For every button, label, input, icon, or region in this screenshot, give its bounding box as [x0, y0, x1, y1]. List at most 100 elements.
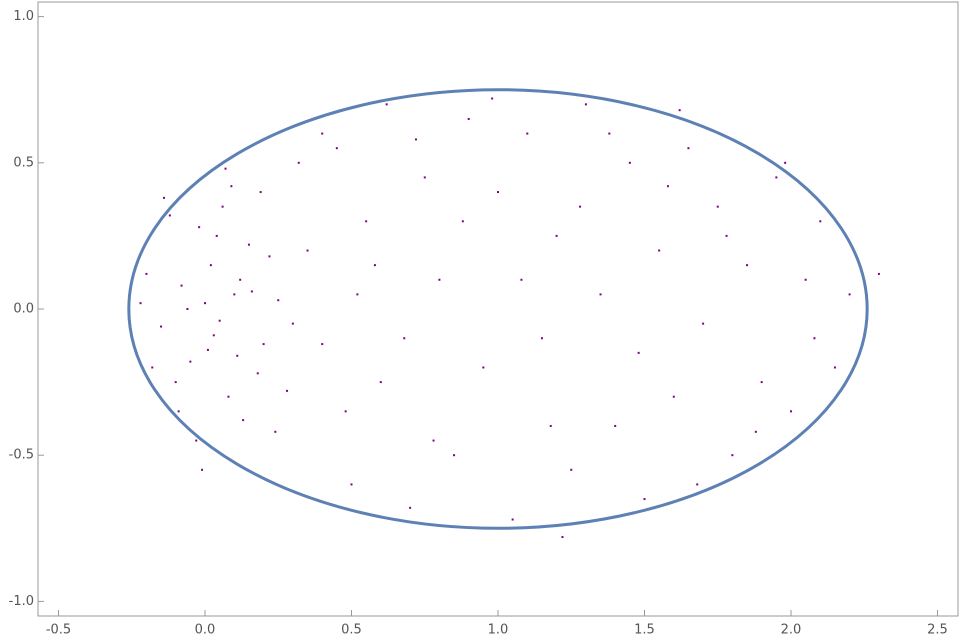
- point: [321, 343, 324, 346]
- point: [467, 117, 470, 120]
- point: [233, 293, 236, 296]
- point: [195, 439, 198, 442]
- y-tick-label: 0.0: [13, 302, 34, 317]
- point: [775, 176, 778, 179]
- point: [174, 381, 177, 384]
- point: [201, 468, 204, 471]
- point: [526, 132, 529, 135]
- point: [321, 132, 324, 135]
- point: [746, 264, 749, 267]
- x-tick-label: 0.0: [195, 623, 216, 638]
- point: [453, 454, 456, 457]
- x-tick-label: 2.5: [927, 623, 948, 638]
- point: [754, 430, 757, 433]
- point: [385, 103, 388, 106]
- point: [579, 205, 582, 208]
- point: [461, 220, 464, 223]
- plot-frame: [37, 1, 959, 617]
- point: [306, 249, 309, 252]
- point: [379, 381, 382, 384]
- point: [549, 424, 552, 427]
- point: [227, 395, 230, 398]
- point: [848, 293, 851, 296]
- point: [414, 138, 417, 141]
- x-tick-label: 1.5: [634, 623, 655, 638]
- point: [212, 334, 215, 337]
- point: [224, 167, 227, 170]
- point: [160, 325, 163, 328]
- point: [760, 381, 763, 384]
- point: [716, 205, 719, 208]
- point: [599, 293, 602, 296]
- point: [297, 161, 300, 164]
- point: [511, 518, 514, 521]
- point: [608, 132, 611, 135]
- x-tick-label: 0.5: [341, 623, 362, 638]
- point: [206, 348, 209, 351]
- x-tick-label: 1.0: [488, 623, 509, 638]
- fit-ellipse: [127, 88, 869, 530]
- point: [198, 226, 201, 229]
- point: [186, 308, 189, 310]
- point: [520, 278, 523, 281]
- point: [702, 322, 705, 325]
- point: [687, 147, 690, 150]
- point: [230, 185, 233, 188]
- point: [731, 454, 734, 457]
- point: [365, 220, 368, 223]
- point: [833, 366, 836, 369]
- point: [423, 176, 426, 179]
- point: [236, 354, 239, 357]
- point: [344, 410, 347, 413]
- point: [204, 302, 207, 305]
- point: [561, 536, 564, 539]
- point: [614, 424, 617, 427]
- point: [262, 343, 265, 346]
- point: [356, 293, 359, 296]
- point: [497, 191, 499, 194]
- point: [168, 214, 171, 217]
- point: [209, 264, 212, 267]
- point: [277, 299, 280, 302]
- point: [491, 97, 494, 100]
- point: [784, 161, 787, 164]
- point: [221, 205, 224, 208]
- point: [570, 468, 573, 471]
- point: [180, 284, 183, 287]
- point: [215, 234, 218, 237]
- point: [804, 278, 807, 281]
- point: [409, 506, 412, 509]
- point: [139, 302, 142, 305]
- point: [350, 483, 353, 486]
- point: [819, 220, 822, 223]
- y-tick-label: 1.0: [13, 9, 34, 24]
- point: [432, 439, 435, 442]
- point: [555, 234, 558, 237]
- point: [250, 290, 253, 293]
- point: [643, 498, 646, 501]
- point: [373, 264, 376, 267]
- y-tick-label: 0.5: [13, 155, 34, 170]
- y-tick-label: -1.0: [9, 594, 34, 609]
- point: [189, 360, 192, 363]
- point: [672, 395, 675, 398]
- point: [813, 337, 816, 340]
- x-tick-label: -0.5: [46, 623, 71, 638]
- point: [666, 185, 669, 188]
- point: [725, 234, 728, 237]
- point: [482, 366, 485, 369]
- point: [403, 337, 406, 340]
- point: [145, 272, 148, 275]
- point: [658, 249, 661, 252]
- point: [678, 109, 681, 112]
- point: [256, 372, 259, 375]
- point: [637, 351, 640, 354]
- point: [789, 410, 792, 413]
- point: [247, 243, 250, 246]
- point: [151, 366, 154, 369]
- point: [274, 430, 277, 433]
- point: [335, 147, 338, 150]
- point: [438, 278, 441, 281]
- point: [162, 196, 165, 199]
